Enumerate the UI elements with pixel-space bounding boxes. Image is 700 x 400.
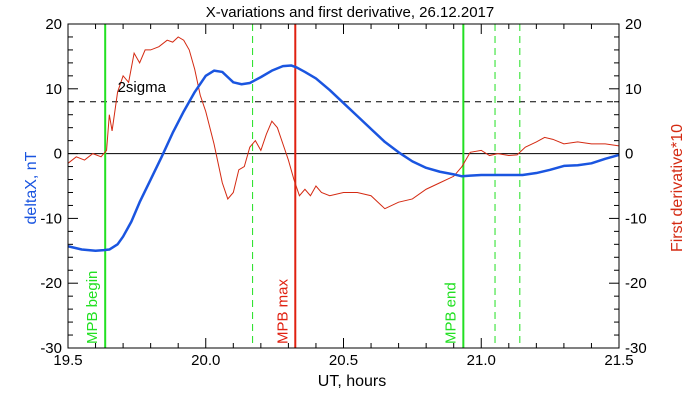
x-axis-title: UT, hours (318, 373, 386, 390)
y-left-tick-label: -20 (40, 275, 62, 292)
x-tick-label: 19.5 (53, 352, 82, 369)
marker-label-mpb-end: MPB end (442, 282, 459, 344)
derivative-series-line (67, 36, 620, 210)
y-right-tick-label: -30 (625, 340, 647, 357)
y-left-tick-label: 20 (45, 16, 62, 33)
y-axis-left-title: deltaX, nT (23, 151, 40, 224)
chart-title: X-variations and first derivative, 26.12… (206, 4, 495, 21)
y-left-tick-label: 0 (54, 146, 62, 163)
deltax-series-line (67, 64, 620, 253)
y-right-tick-label: 10 (625, 81, 642, 98)
y-right-tick-label: -20 (625, 275, 647, 292)
x-tick-label: 20.0 (191, 352, 220, 369)
marker-label-mpb-begin: MPB begin (84, 271, 101, 344)
plot-frame (67, 23, 620, 349)
y-left-tick-label: -30 (40, 340, 62, 357)
x-tick-label: 21.5 (604, 352, 633, 369)
y-left-tick-label: -10 (40, 210, 62, 227)
plot-area: MPB begin MPB max MPB end 2sigma 19.5 20.0 20.… (40, 16, 646, 369)
x-tick-label: 20.5 (329, 352, 358, 369)
y-left-tick-label: 10 (45, 81, 62, 98)
y-axis-right-title: First derivative*10 (669, 124, 686, 252)
x-tick-label: 21.0 (467, 352, 496, 369)
annotation-2sigma: 2sigma (118, 79, 167, 96)
marker-label-mpb-max: MPB max (274, 278, 291, 344)
y-right-tick-label: 0 (625, 146, 633, 163)
y-right-tick-label: -10 (625, 210, 647, 227)
y-right-tick-label: 20 (625, 16, 642, 33)
